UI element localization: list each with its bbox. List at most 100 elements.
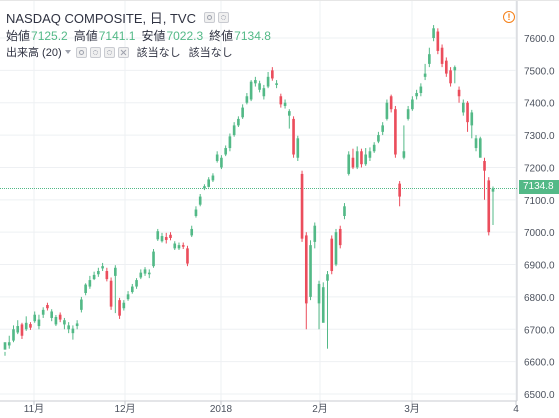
volume-label[interactable]: 出来高 (20) [6, 47, 62, 59]
candle-body [46, 305, 49, 309]
candle-body [80, 299, 83, 310]
x-tick-label: 11月 [24, 403, 44, 415]
y-tick-label: 7300.0 [524, 131, 555, 142]
candle-body [300, 173, 304, 239]
candle-body [355, 151, 359, 168]
candle-body [92, 274, 96, 280]
candle-body [440, 47, 444, 64]
candle-body [220, 157, 223, 168]
candle-body [309, 245, 312, 297]
candle-body [343, 206, 346, 216]
symbol-title[interactable]: NASDAQ COMPOSITE, 日, TVC [6, 11, 196, 26]
candle-body [351, 157, 355, 168]
candle-body [474, 138, 478, 149]
y-tick-label: 7000.0 [524, 228, 555, 239]
candle-body [360, 151, 363, 165]
candle-body [41, 309, 45, 315]
candle-body [453, 67, 457, 71]
candle-body [75, 323, 79, 327]
candle-body [241, 107, 244, 118]
candle-body [181, 245, 185, 247]
candle-body [461, 102, 465, 113]
y-tick-label: 6800.0 [524, 293, 555, 304]
volume-legend: 出来高 (20) 該当なし 該当なし [6, 44, 233, 60]
high-label: 高値 [73, 29, 98, 43]
candle-body [338, 228, 342, 246]
candle-body [381, 125, 384, 132]
last-price-tag: 7134.8 [519, 180, 559, 194]
candle-body [58, 314, 62, 320]
warning-icon[interactable]: ! [503, 11, 515, 23]
close-value: 7134.8 [234, 28, 271, 43]
settings-icon[interactable] [217, 12, 229, 23]
candle-body [101, 266, 104, 269]
candle-body [88, 280, 92, 287]
y-tick-label: 7200.0 [524, 163, 555, 174]
chevron-down-icon[interactable] [64, 50, 71, 54]
candle-body [186, 248, 189, 264]
candle-body [109, 280, 113, 307]
ohlc-legend: 始値 7125.2 高値 7141.1 安値 7022.3 終値 7134.8 [6, 27, 277, 44]
settings-icon[interactable] [89, 46, 101, 58]
candle-body [398, 183, 401, 197]
candle-body [232, 125, 236, 136]
close-icon[interactable] [117, 46, 129, 58]
candle-body [97, 271, 100, 275]
candle-body [271, 70, 274, 79]
candle-body [254, 80, 257, 84]
more-icon[interactable] [103, 46, 115, 58]
candle-body [415, 93, 418, 97]
candle-body [50, 311, 53, 318]
candle-body [237, 118, 240, 126]
candle-body [432, 28, 435, 38]
candle-body [287, 111, 291, 116]
candle-body [330, 238, 334, 272]
candle-body [457, 89, 461, 97]
candle-body [411, 99, 414, 110]
candle-body [283, 102, 287, 106]
candle-body [402, 151, 406, 158]
candle-body [478, 138, 482, 158]
candle-body [292, 118, 295, 155]
candle-body [491, 188, 495, 192]
candle-body [164, 237, 168, 240]
eye-icon[interactable] [203, 12, 215, 23]
low-label: 安値 [141, 29, 166, 43]
candle-body [445, 60, 448, 74]
candle-body [224, 148, 227, 155]
candle-body [317, 283, 321, 304]
candle-body [84, 284, 87, 294]
x-tick-label: 12月 [114, 403, 135, 415]
candle-body [7, 342, 11, 346]
y-tick-label: 7400.0 [524, 99, 555, 110]
candle-body [169, 234, 172, 239]
candle-body [203, 186, 206, 189]
y-tick-label: 6700.0 [524, 325, 555, 336]
candle-body [394, 109, 397, 155]
candle-body [211, 175, 215, 181]
candle-body [12, 329, 15, 341]
symbol-legend: NASDAQ COMPOSITE, 日, TVC [6, 8, 229, 27]
candle-body [105, 271, 109, 280]
candle-body [428, 54, 431, 64]
candle-body [114, 267, 117, 276]
candle-body [152, 251, 155, 267]
candle-body [67, 325, 70, 330]
candle-body [143, 269, 147, 274]
candle-body [326, 274, 329, 281]
x-tick-label: 2018 [210, 404, 233, 415]
candle-body [147, 272, 151, 275]
eye-icon[interactable] [75, 46, 87, 58]
candle-body [207, 179, 211, 187]
candle-body [483, 160, 486, 171]
candle-body [321, 287, 325, 323]
candle-body [37, 319, 41, 327]
low-value: 7022.3 [166, 28, 204, 43]
candle-body [364, 154, 368, 165]
candle-body [228, 136, 232, 149]
candle-body [194, 209, 198, 216]
y-tick-label: 6500.0 [524, 390, 555, 401]
candle-body [126, 294, 130, 300]
